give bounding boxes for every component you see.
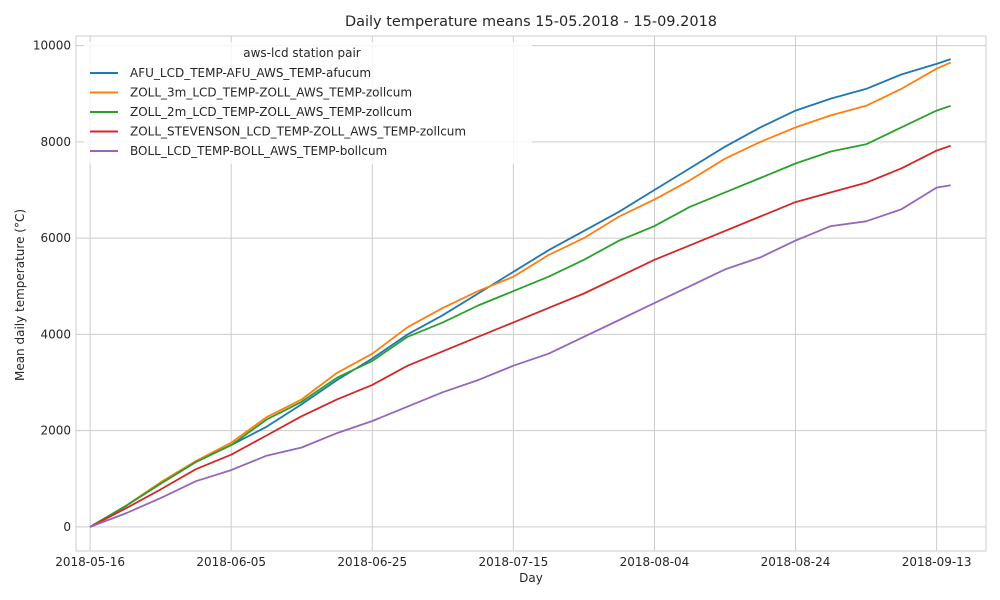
legend-entry: ZOLL_3m_LCD_TEMP-ZOLL_AWS_TEMP-zollcum	[130, 86, 412, 100]
series-line-2	[89, 61, 952, 528]
x-axis-label: Day	[519, 571, 543, 585]
x-tick-label: 2018-08-04	[620, 555, 690, 569]
x-tick-label: 2018-09-13	[902, 555, 972, 569]
y-tick-label: 8000	[40, 135, 71, 149]
legend-items: AFU_LCD_TEMP-AFU_AWS_TEMP-afucum ZOLL_3m_…	[90, 66, 466, 158]
x-tick-label: 2018-08-24	[761, 555, 831, 569]
y-tick-label: 6000	[40, 231, 71, 245]
legend-entry: ZOLL_2m_LCD_TEMP-ZOLL_AWS_TEMP-zollcum	[130, 105, 412, 119]
legend-entry: ZOLL_STEVENSON_LCD_TEMP-ZOLL_AWS_TEMP-zo…	[130, 125, 466, 139]
x-tick-label: 2018-06-25	[337, 555, 407, 569]
x-axis-ticks: 2018-05-16 2018-06-05 2018-06-25 2018-07-15…	[55, 555, 971, 569]
x-tick-label: 2018-05-16	[55, 555, 125, 569]
legend-entry: BOLL_LCD_TEMP-BOLL_AWS_TEMP-bollcum	[130, 144, 387, 158]
plot-frame	[75, 35, 987, 552]
x-tick-label: 2018-06-05	[196, 555, 266, 569]
x-tick-label: 2018-07-15	[478, 555, 548, 569]
series-line-5	[89, 184, 951, 528]
series-lines	[89, 58, 952, 528]
legend-entry: AFU_LCD_TEMP-AFU_AWS_TEMP-afucum	[130, 66, 371, 80]
y-tick-label: 2000	[40, 424, 71, 438]
y-tick-label: 4000	[40, 327, 71, 341]
legend-box	[84, 42, 532, 164]
chart-title: Daily temperature means 15-05.2018 - 15-…	[345, 14, 717, 30]
y-tick-label: 10000	[33, 39, 71, 53]
series-line-4	[89, 144, 951, 528]
series-line-3	[89, 104, 951, 528]
series-line-1	[89, 58, 951, 528]
legend: aws-lcd station pair AFU_LCD_TEMP-AFU_AW…	[84, 42, 532, 164]
y-tick-label: 0	[63, 520, 71, 534]
legend-title: aws-lcd station pair	[243, 46, 361, 60]
y-axis-label: Mean daily temperature (°C)	[13, 209, 27, 381]
y-axis-ticks: 0 2000 4000 6000 8000 10000	[33, 39, 71, 534]
